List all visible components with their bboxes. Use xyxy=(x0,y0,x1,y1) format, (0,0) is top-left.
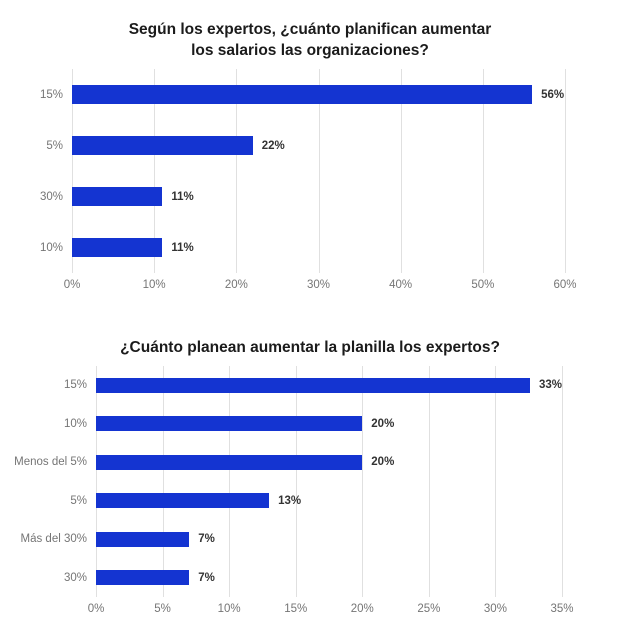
bar xyxy=(72,85,533,104)
value-label: 20% xyxy=(371,456,395,469)
bar-row: 30% 11% xyxy=(40,171,565,222)
bar-row: 5% 13% xyxy=(70,482,562,521)
bar-row: 30% 7% xyxy=(64,559,562,598)
bar xyxy=(96,570,190,586)
value-label: 33% xyxy=(538,379,562,392)
x-tick-label: 60% xyxy=(553,279,577,291)
gridline xyxy=(400,69,402,273)
value-label: 13% xyxy=(278,494,302,507)
x-axis: 0% 10% 20% 30% 40% 50% 60% xyxy=(64,273,577,299)
gridline xyxy=(495,366,497,597)
category-label: 15% xyxy=(39,88,63,101)
value-label: 20% xyxy=(371,417,395,430)
bar xyxy=(72,136,253,155)
category-label: 10% xyxy=(63,417,87,430)
bar xyxy=(96,493,270,509)
x-tick-label: 50% xyxy=(471,279,495,291)
x-tick-label: 15% xyxy=(284,603,308,615)
category-label: Menos del 5% xyxy=(14,456,87,469)
bar-row: 15% 56% xyxy=(40,69,565,120)
x-tick-label: 0% xyxy=(63,279,81,291)
bar xyxy=(96,531,190,547)
gridline xyxy=(562,366,563,597)
value-label: 56% xyxy=(541,88,565,101)
x-tick-label: 20% xyxy=(224,279,248,291)
gridline xyxy=(72,69,73,273)
value-label: 11% xyxy=(171,241,194,254)
chart-salary-increase: Según los expertos, ¿cuánto planifican a… xyxy=(0,0,620,299)
x-tick-label: 5% xyxy=(154,603,171,615)
gridline xyxy=(236,69,238,273)
category-label: 30% xyxy=(39,190,63,203)
category-label: 15% xyxy=(63,379,87,392)
chart-title-line-1: Según los expertos, ¿cuánto planifican a… xyxy=(128,21,492,38)
value-label: 22% xyxy=(261,139,285,152)
gridline xyxy=(229,366,231,597)
x-tick-label: 30% xyxy=(483,603,507,615)
gridline xyxy=(295,366,297,597)
x-tick-label: 20% xyxy=(350,603,374,615)
bar-row: 5% 22% xyxy=(46,120,565,171)
x-tick-label: 25% xyxy=(417,603,441,615)
x-tick-label: 0% xyxy=(87,603,105,615)
gridline xyxy=(565,69,566,273)
x-tick-label: 35% xyxy=(550,603,574,615)
gridline xyxy=(318,69,320,273)
plot-area: 15% 33% 10% 20% Menos del 5% 20% 5% 13% Más del … xyxy=(14,366,563,598)
chart-title-line-2: los salarios las organizaciones? xyxy=(191,42,429,59)
chart-title: Según los expertos, ¿cuánto planifican a… xyxy=(0,0,620,61)
plot-area: 15% 56% 5% 22% 30% 11% 10% 11% xyxy=(40,69,566,273)
bar-row: Menos del 5% 20% xyxy=(14,443,562,482)
category-label: Más del 30% xyxy=(20,533,87,546)
x-tick-label: 30% xyxy=(306,279,331,291)
gridline xyxy=(96,366,97,597)
chart-title: ¿Cuánto planean aumentar la planilla los… xyxy=(0,337,620,358)
chart-title-line-1: ¿Cuánto planean aumentar la planilla los… xyxy=(120,339,500,356)
x-axis: 0% 5% 10% 15% 20% 25% 30% 35% xyxy=(88,597,574,623)
x-tick-label: 40% xyxy=(389,279,413,291)
category-label: 5% xyxy=(70,494,87,507)
bar-row: 10% 20% xyxy=(64,405,562,444)
gridline xyxy=(154,69,156,273)
gridline xyxy=(482,69,484,273)
bar xyxy=(72,187,163,206)
value-label: 7% xyxy=(198,533,215,546)
chart-headcount-increase: ¿Cuánto planean aumentar la planilla los… xyxy=(0,337,620,623)
gridline xyxy=(428,366,430,597)
category-label: 30% xyxy=(63,571,87,584)
bar xyxy=(72,238,163,257)
gridline xyxy=(162,366,164,597)
x-tick-label: 10% xyxy=(142,279,166,291)
value-label: 7% xyxy=(198,571,215,584)
bar xyxy=(96,454,363,470)
bar xyxy=(96,416,363,432)
bar-row: 15% 33% xyxy=(64,366,562,405)
category-label: 10% xyxy=(39,241,63,254)
bar xyxy=(96,377,530,393)
category-label: 5% xyxy=(46,139,63,152)
bar-row: Más del 30% 7% xyxy=(21,520,562,559)
value-label: 11% xyxy=(171,190,194,203)
bar-row: 10% 11% xyxy=(40,222,565,273)
x-tick-label: 10% xyxy=(217,603,241,615)
gridline xyxy=(362,366,364,597)
